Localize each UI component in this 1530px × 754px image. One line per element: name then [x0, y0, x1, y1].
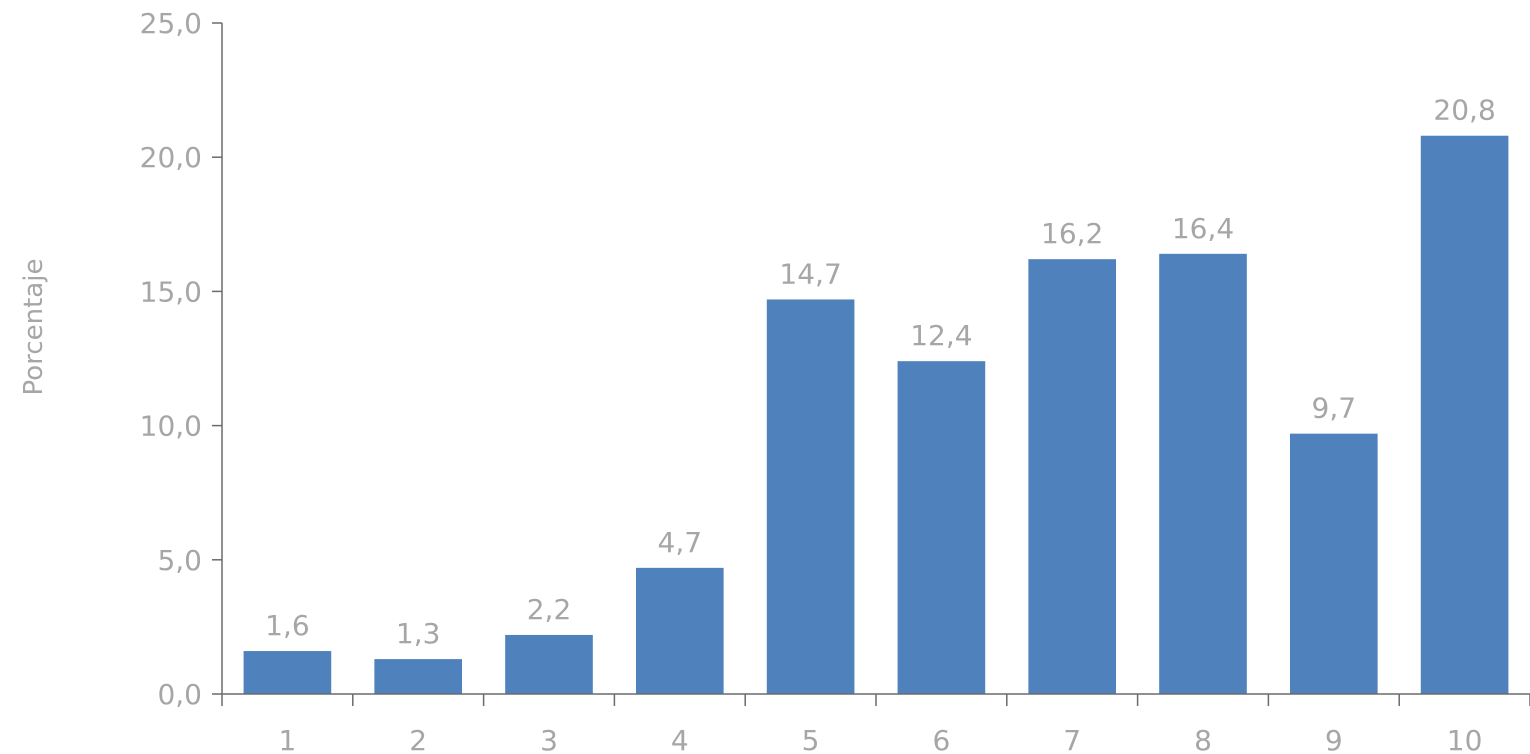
bar: [766, 299, 855, 694]
x-tick-label: 5: [802, 724, 820, 754]
bar: [635, 567, 724, 694]
y-axis-ticks: 0,0 5,0 10,0 15,0 20,0 25,0: [140, 7, 222, 711]
bar: [374, 659, 463, 694]
x-tick-label: 1: [278, 724, 296, 754]
y-tick-label: 10,0: [140, 410, 202, 443]
data-label: 2,2: [527, 593, 572, 626]
x-tick-label: 10: [1447, 724, 1483, 754]
y-tick-label: 20,0: [140, 141, 202, 174]
y-axis-title: Porcentaje: [19, 259, 49, 396]
bar: [1289, 433, 1378, 694]
x-tick-label: 7: [1063, 724, 1081, 754]
bar: [897, 361, 986, 694]
x-axis-ticks: 1 2 3 4 5 6 7 8 9 10: [221, 694, 1530, 754]
data-label: 1,3: [396, 617, 441, 650]
x-tick-label: 3: [540, 724, 558, 754]
x-tick-label: 4: [671, 724, 689, 754]
y-tick-label: 15,0: [140, 275, 202, 308]
bars: [243, 135, 1509, 694]
data-labels: 1,6 1,3 2,2 4,7 14,7 12,4 16,2 16,4 9,7 20,8: [265, 94, 1496, 650]
bar: [243, 651, 332, 694]
data-label: 12,4: [910, 319, 972, 352]
data-label: 20,8: [1433, 94, 1495, 127]
y-tick-label: 5,0: [157, 544, 202, 577]
bar: [505, 634, 593, 694]
bar: [1159, 253, 1247, 694]
data-label: 9,7: [1312, 392, 1357, 425]
bar: [1420, 135, 1509, 694]
x-tick-label: 8: [1194, 724, 1212, 754]
data-label: 16,4: [1172, 212, 1234, 245]
y-axis-title-group: Porcentaje: [19, 259, 49, 396]
data-label: 16,2: [1041, 217, 1103, 250]
bar: [1028, 259, 1117, 694]
data-label: 1,6: [265, 609, 310, 642]
y-tick-label: 25,0: [140, 7, 202, 40]
data-label: 14,7: [779, 257, 841, 290]
data-label: 4,7: [658, 526, 703, 559]
y-tick-label: 0,0: [157, 678, 202, 711]
x-tick-label: 9: [1325, 724, 1343, 754]
x-tick-label: 6: [932, 724, 950, 754]
x-tick-label: 2: [409, 724, 427, 754]
